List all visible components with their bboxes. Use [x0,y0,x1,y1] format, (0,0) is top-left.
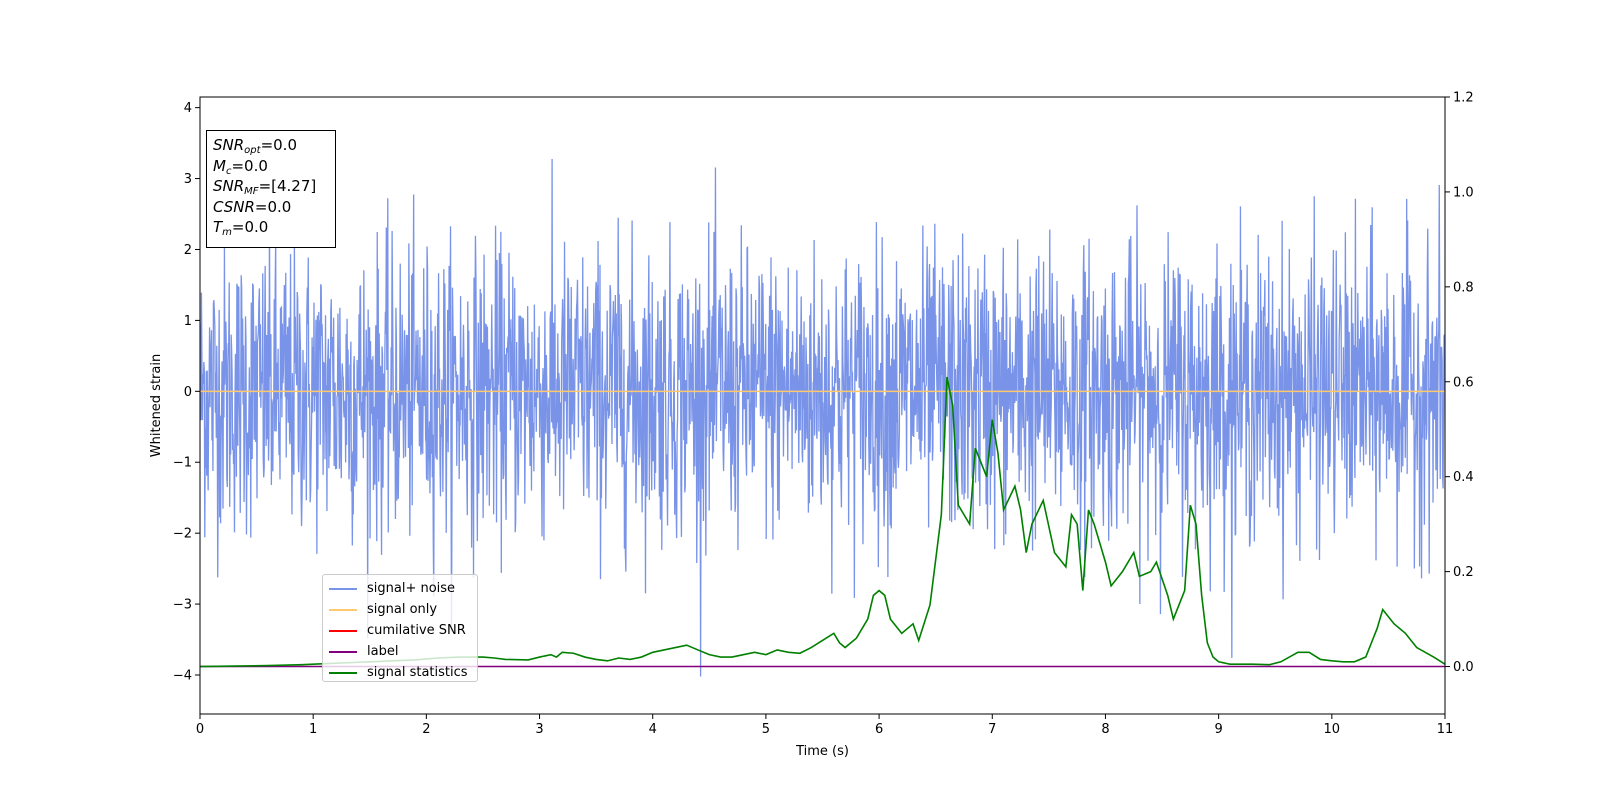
y-left-tick-label: 2 [184,243,192,258]
y-left-tick-label: 0 [184,385,192,400]
legend-label: cumilative SNR [367,623,466,638]
x-tick-label: 1 [309,722,317,737]
x-tick-label: 10 [1324,722,1341,737]
legend-label: signal+ noise [367,581,456,596]
x-tick-label: 5 [762,722,770,737]
y-right-tick-label: 0.6 [1453,375,1474,390]
x-tick-label: 7 [988,722,996,737]
y-left-tick-label: −1 [173,456,192,471]
y-left-tick-label: 1 [184,314,192,329]
legend-swatch-cumulative-snr [329,629,357,632]
y-right-tick-label: 0.0 [1453,660,1474,675]
x-tick-label: 0 [196,722,204,737]
x-tick-label: 4 [649,722,657,737]
series-signal-noise [200,159,1445,677]
legend-item-label: label [329,641,471,662]
legend-item-signal-only: signal only [329,599,471,620]
legend: signal+ noise signal only cumilative SNR… [322,574,478,682]
annotation-tm: Tm=0.0 [213,218,269,238]
plot-frame [199,96,1446,715]
y-left-tick-label: 3 [184,172,192,187]
y-left-tick-label: −3 [173,598,192,613]
annotation-mc: Mc=0.0 [213,156,268,177]
y-right-tick-label: 1.2 [1453,91,1474,106]
legend-swatch-signal-statistics [329,671,357,674]
annotation-snr-mf: SNRMF=[4.27] [213,177,317,197]
legend-swatch-signal-noise [329,587,357,590]
x-axis-label: Time (s) [795,744,849,759]
y-right-tick-label: 0.4 [1453,470,1474,485]
y-left-tick-label: −4 [173,668,192,683]
y-right-tick-label: 0.8 [1453,280,1474,295]
x-tick-label: 11 [1437,722,1454,737]
legend-label: signal only [367,602,438,617]
series-signal-statistics [200,376,1445,668]
annotation-snr-opt: SNRopt=0.0 [213,136,297,156]
legend-item-cumulative-snr: cumilative SNR [329,620,471,641]
y-right-tick-label: 0.2 [1453,565,1474,580]
x-tick-label: 3 [535,722,543,737]
legend-item-signal-statistics: signal statistics [329,662,471,683]
legend-label: signal statistics [367,665,468,680]
legend-swatch-signal-only [329,608,357,611]
y-left-tick-label: 4 [184,101,192,116]
legend-swatch-label [329,650,357,653]
y-right-tick-label: 1.0 [1453,185,1474,200]
y-axis-label: Whitened strain [149,354,164,457]
x-tick-label: 9 [1214,722,1222,737]
x-tick-label: 6 [875,722,883,737]
y-left-tick-label: −2 [173,527,192,542]
legend-item-signal-noise: signal+ noise [329,578,471,599]
annotation-csnr: CSNR=0.0 [213,197,292,216]
annotation-box: SNRopt=0.0 Mc=0.0 SNRMF=[4.27] CSNR=0.0 … [206,130,336,248]
x-tick-label: 2 [422,722,430,737]
legend-label: label [367,644,399,659]
x-tick-label: 8 [1101,722,1109,737]
